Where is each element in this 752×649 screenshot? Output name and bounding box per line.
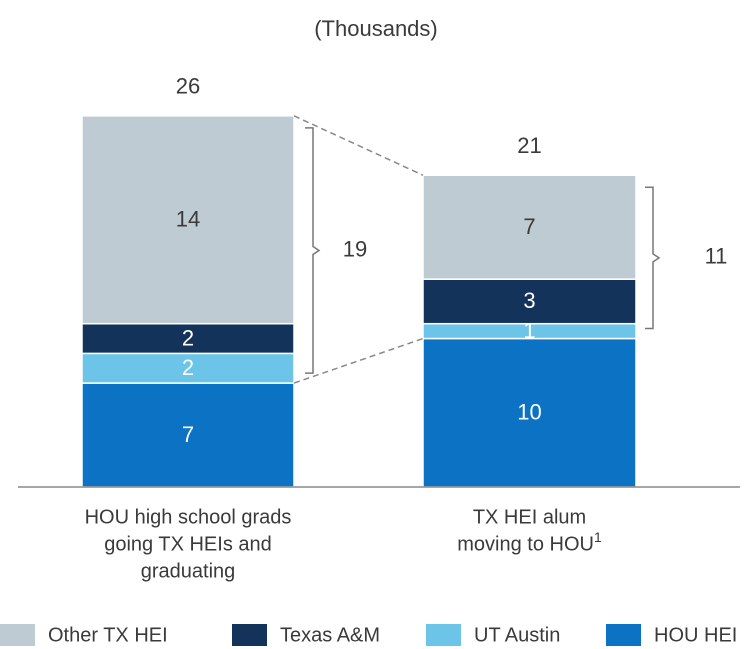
legend-swatch <box>0 624 35 646</box>
category-label: going TX HEIs and <box>104 533 272 555</box>
connector <box>293 115 424 176</box>
segment-label: 14 <box>176 207 200 232</box>
legend-label: Texas A&M <box>280 624 380 646</box>
bracket <box>645 186 661 330</box>
category-label: TX HEI alum <box>473 506 586 528</box>
legend-label: HOU HEI <box>654 624 737 646</box>
bar-segment <box>81 115 295 325</box>
total-label: 26 <box>176 74 200 99</box>
category-label: HOU high school grads <box>85 506 292 528</box>
category-label: graduating <box>141 560 236 582</box>
segment-label: 2 <box>182 355 194 380</box>
connector <box>293 337 424 384</box>
segment-label: 10 <box>517 400 541 425</box>
bar-segment <box>422 337 637 488</box>
bar-segment <box>81 382 295 488</box>
chart-subtitle: (Thousands) <box>314 16 438 41</box>
legend-label: Other TX HEI <box>48 624 168 646</box>
bracket-label: 11 <box>705 244 728 269</box>
legend-label: UT Austin <box>474 624 560 646</box>
bar-segment <box>81 352 295 384</box>
footnote-marker: 1 <box>594 529 602 545</box>
segment-label: 3 <box>523 288 535 313</box>
segment-label: 7 <box>523 214 535 239</box>
category-label: moving to HOU1 <box>457 529 602 556</box>
bracket <box>305 127 321 374</box>
segment-label: 2 <box>182 325 194 350</box>
segment-label: 7 <box>182 422 194 447</box>
bar-segment <box>422 174 637 280</box>
bracket-label: 19 <box>343 236 367 261</box>
legend-swatch <box>232 624 267 646</box>
legend-swatch <box>426 624 461 646</box>
total-label: 21 <box>517 133 541 158</box>
legend-swatch <box>606 624 641 646</box>
